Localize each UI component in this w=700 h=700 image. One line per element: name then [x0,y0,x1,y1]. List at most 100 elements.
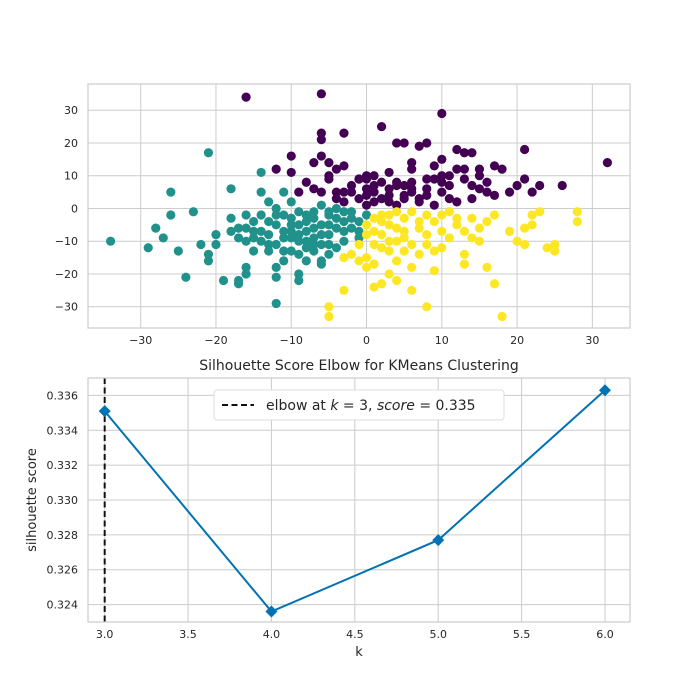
cluster-2-point [354,239,364,250]
cluster-0-point [316,135,326,145]
cluster-0-point [392,138,402,148]
cluster-0-point [407,164,417,174]
cluster-0-point [369,180,379,191]
cluster-1-point [339,216,349,227]
cluster-2-point [512,236,522,246]
cluster-0-point [369,171,379,181]
cluster-2-point [520,239,530,250]
cluster-1-point [324,239,334,250]
cluster-2-point [437,226,447,236]
cluster-2-point [422,302,432,312]
cluster-0-point [331,194,342,204]
cluster-0-point [241,92,251,102]
score-marker [98,405,111,418]
cluster-0-point [369,187,379,197]
cluster-1-point [316,220,326,230]
cluster-0-point [467,194,477,204]
cluster-1-point [264,246,274,256]
cluster-1-point [301,243,311,253]
cluster-1-point [301,226,311,236]
cluster-2-point [399,246,409,256]
cluster-2-point [437,243,447,253]
cluster-1-point [309,223,319,233]
cluster-2-point [459,249,469,259]
cluster-1-point [286,197,296,207]
cluster-1-point [286,246,296,256]
cluster-1-point [256,187,266,197]
cluster-2-point [407,239,417,250]
cluster-1-point [271,239,281,250]
cluster-1-point [203,249,214,259]
cluster-1-point [301,256,311,266]
cluster-0-point [482,187,492,197]
y-axis-label: silhouette score [25,448,40,552]
x-tick-label: −30 [129,334,152,347]
scatter-chart: −30 −20 −10 0 10 20 30 −30 −20 −10 0 10 20 30 [55,83,631,347]
cluster-1-point [241,210,251,220]
y-tick-label: 0.332 [47,459,79,472]
cluster-1-point [294,249,304,259]
cluster-2-point [346,249,357,259]
cluster-0-point [437,108,447,119]
cluster-2-point [399,213,409,223]
cluster-2-point [467,213,477,223]
x-tick-label: 4.0 [263,628,281,641]
cluster-2-point [535,207,545,217]
cluster-0-point [474,164,485,174]
cluster-0-point [527,187,537,197]
cluster-2-point [361,262,372,273]
cluster-1-point [256,226,266,236]
cluster-1-point [249,246,259,256]
cluster-2-point [422,210,432,220]
cluster-0-point [324,158,334,168]
cluster-1-point [279,246,289,256]
cluster-2-point [497,311,507,322]
cluster-1-point [286,220,296,230]
cluster-0-point [407,184,417,194]
score-line [103,389,606,613]
cluster-1-point [316,239,326,250]
cluster-2-point [361,230,372,240]
y-tick-label: 0.324 [47,599,79,612]
cluster-2-point [482,262,492,273]
cluster-1-point [286,233,296,243]
cluster-0-point [422,190,432,200]
cluster-1-point [309,207,319,217]
cluster-2-point [369,259,379,269]
cluster-0-point [339,187,349,197]
cluster-0-point [399,138,409,148]
cluster-1-point [233,223,244,233]
cluster-0-point [331,164,342,174]
cluster-1-point [286,213,296,223]
cluster-2-point [482,216,492,227]
cluster-1-point [271,272,281,282]
cluster-1-point [361,210,372,220]
cluster-1-point [294,275,304,286]
cluster-2-point [376,279,387,289]
cluster-2-point [361,252,372,263]
cluster-1-point [218,275,229,286]
cluster-1-point [241,223,251,233]
cluster-0-point [437,154,447,164]
legend-box [213,389,505,421]
cluster-1-point [294,236,304,246]
cluster-2-point [550,246,560,256]
cluster-0-point [339,128,349,138]
cluster-0-point [324,174,334,184]
cluster-0-point [467,148,477,158]
cluster-1-point [271,298,281,309]
x-tick-label: 0 [363,334,370,347]
cluster-1-point [256,236,266,246]
cluster-2-point [407,207,417,217]
cluster-0-point [346,180,357,191]
cluster-1-point [316,230,326,240]
cluster-0-point [339,161,349,171]
cluster-0-point [361,184,372,194]
cluster-0-point [407,158,417,168]
y-tick-label: 0.336 [47,389,79,402]
cluster-1-point [346,207,357,217]
cluster-1-point [271,203,281,214]
cluster-2-point [572,207,582,217]
cluster-1-point [211,230,221,240]
cluster-0-point [414,197,424,207]
